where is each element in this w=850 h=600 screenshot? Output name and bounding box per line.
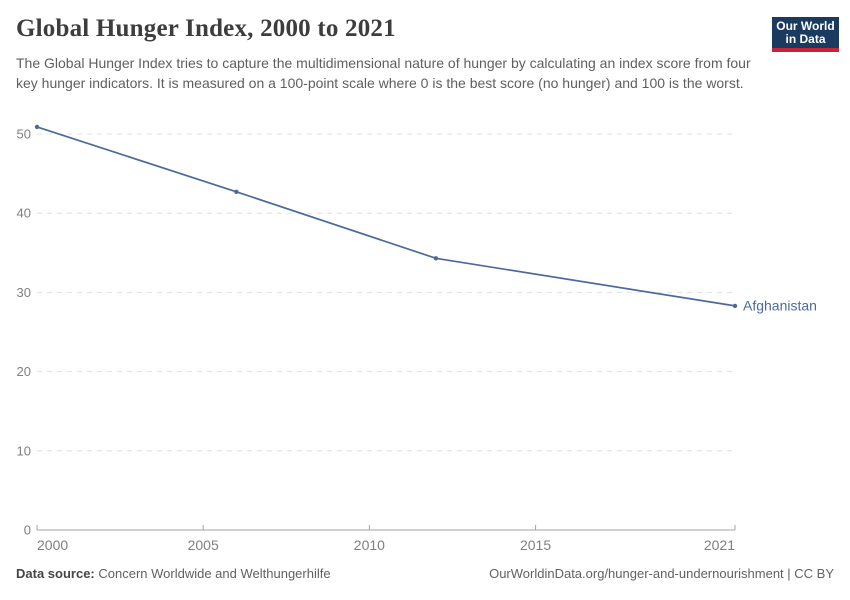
y-axis-tick-label: 30 [17, 285, 31, 300]
chart-footer: Data source: Concern Worldwide and Welth… [16, 566, 834, 582]
page-title: Global Hunger Index, 2000 to 2021 [16, 15, 396, 42]
y-axis-tick-label: 40 [17, 206, 31, 221]
owid-logo-line2: in Data [785, 31, 826, 46]
y-axis-tick-label: 20 [17, 364, 31, 379]
y-axis-tick-label: 50 [17, 127, 31, 142]
x-axis-tick-label: 2005 [188, 537, 219, 553]
series-label-afghanistan[interactable]: Afghanistan [743, 297, 817, 313]
owid-logo-line1: Our World [776, 18, 835, 33]
data-point[interactable] [34, 124, 40, 130]
owid-footer-link[interactable]: OurWorldinData.org/hunger-and-undernouri… [489, 566, 834, 581]
data-point[interactable] [433, 256, 439, 261]
x-axis-tick-label: 2010 [354, 537, 385, 553]
data-source-label: Data source: [16, 566, 95, 581]
y-axis-tick-label: 10 [17, 443, 31, 458]
x-axis-tick-label: 2015 [520, 537, 551, 553]
owid-logo[interactable]: Our World in Data [772, 17, 839, 52]
data-point[interactable] [732, 303, 738, 309]
data-point[interactable] [234, 189, 239, 194]
data-source-value: Concern Worldwide and Welthungerhilfe [98, 566, 331, 581]
data-source: Data source: Concern Worldwide and Welth… [16, 566, 331, 582]
chart-subtitle: The Global Hunger Index tries to capture… [16, 55, 751, 91]
x-axis-tick-label: 2000 [37, 537, 68, 553]
x-axis-tick-label: 2021 [704, 537, 735, 553]
afghanistan-line[interactable] [36, 126, 736, 307]
y-axis-tick-label: 0 [24, 523, 31, 538]
